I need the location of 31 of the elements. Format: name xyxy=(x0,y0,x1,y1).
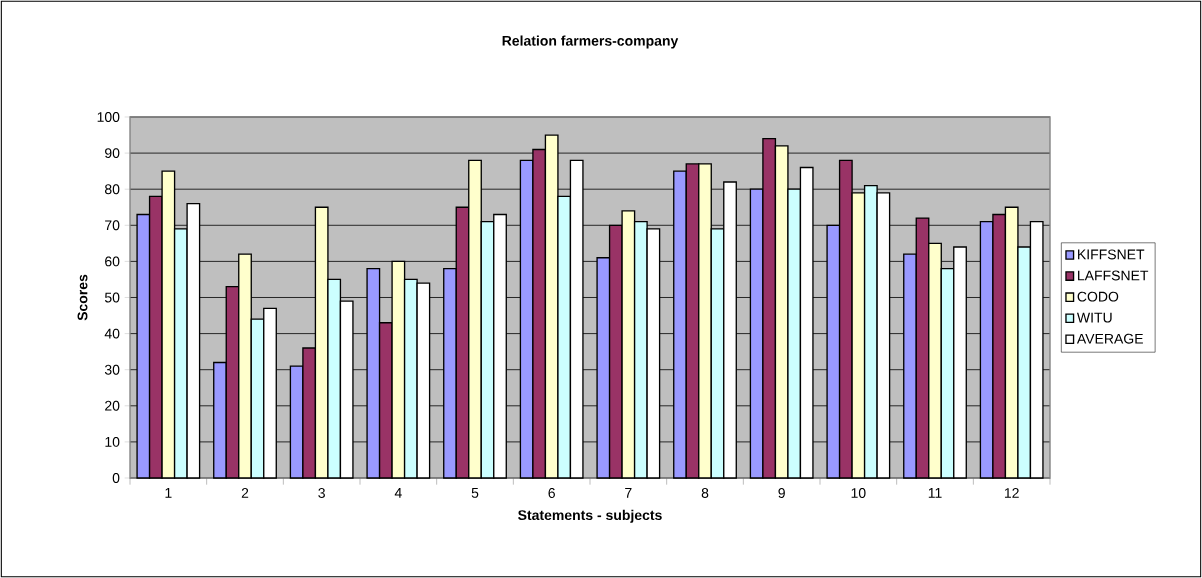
x-tick-label: 8 xyxy=(701,488,709,498)
y-tick-label: 70 xyxy=(105,220,120,231)
legend-label: WITU xyxy=(1076,312,1112,323)
legend-label: LAFFSNET xyxy=(1078,270,1149,281)
x-tick-label: 3 xyxy=(318,488,325,498)
x-axis-title: Statements - subjects xyxy=(518,509,662,523)
y-tick-label: 0 xyxy=(112,473,120,483)
x-tick-label: 11 xyxy=(928,488,942,498)
y-tick-label: 60 xyxy=(105,256,120,267)
x-tick-label: 7 xyxy=(625,488,632,498)
y-tick-label: 10 xyxy=(105,436,120,447)
x-tick-label: 1 xyxy=(165,488,172,498)
y-tick-label: 30 xyxy=(104,364,120,375)
x-tick-label: 2 xyxy=(241,488,249,498)
x-tick-label: 4 xyxy=(394,488,402,498)
x-tick-label: 10 xyxy=(851,488,866,498)
y-tick-label: 50 xyxy=(104,292,120,303)
legend-label: KIFFSNET xyxy=(1078,249,1145,260)
x-tick-label: 9 xyxy=(778,488,785,498)
chart-title: Relation farmers-company xyxy=(502,35,679,49)
y-tick-label: 90 xyxy=(105,148,120,159)
legend-label: CODO xyxy=(1077,291,1119,302)
y-tick-label: 100 xyxy=(97,112,120,122)
y-tick-label: 40 xyxy=(104,328,120,339)
y-tick-label: 20 xyxy=(105,400,120,411)
legend-label: AVERAGE xyxy=(1076,333,1143,344)
x-tick-label: 5 xyxy=(471,488,479,498)
x-tick-label: 6 xyxy=(548,488,555,498)
x-tick-label: 12 xyxy=(1004,488,1019,498)
y-axis-title: Scores xyxy=(77,274,88,321)
y-tick-label: 80 xyxy=(104,184,120,195)
